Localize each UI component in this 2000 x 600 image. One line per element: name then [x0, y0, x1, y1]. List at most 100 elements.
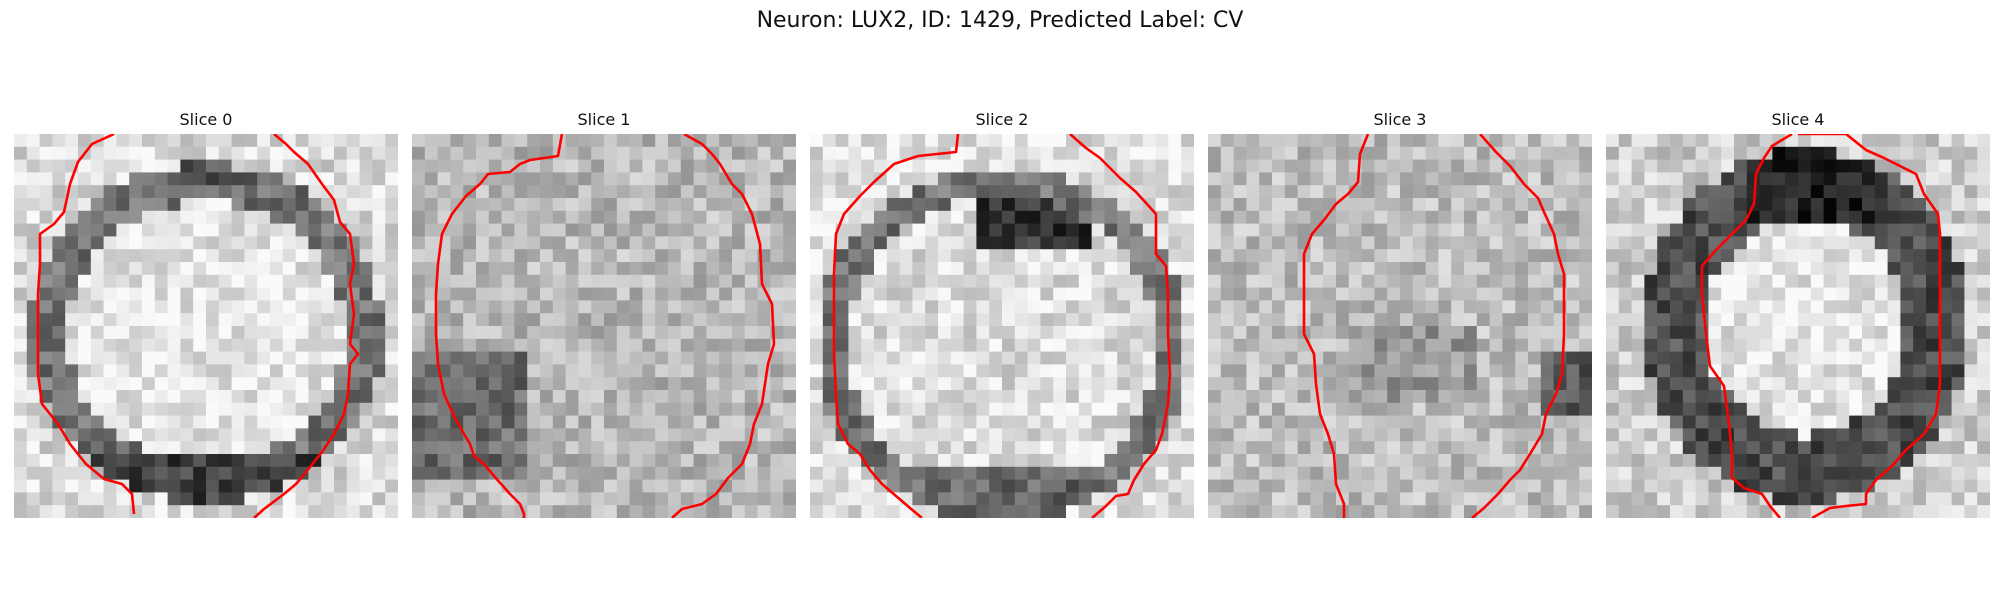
pixel	[1734, 402, 1748, 416]
pixel	[604, 287, 618, 301]
pixel	[1759, 454, 1773, 468]
pixel	[1233, 300, 1247, 314]
pixel	[680, 441, 694, 455]
pixel	[668, 492, 682, 506]
pixel	[346, 466, 360, 480]
pixel	[1682, 134, 1696, 148]
pixel	[129, 287, 143, 301]
pixel	[783, 441, 796, 455]
pixel	[1310, 300, 1324, 314]
pixel	[1476, 262, 1490, 276]
pixel	[1823, 326, 1837, 340]
pixel	[476, 364, 490, 378]
pixel	[1900, 287, 1914, 301]
pixel	[744, 377, 758, 391]
pixel	[1130, 172, 1144, 186]
pixel	[1464, 428, 1478, 442]
pixel	[1476, 351, 1490, 365]
pixel	[1323, 159, 1337, 173]
pixel	[1272, 390, 1286, 404]
pixel	[950, 364, 964, 378]
pixel	[14, 402, 28, 416]
pixel	[142, 377, 156, 391]
pixel	[770, 172, 784, 186]
pixel	[1900, 479, 1914, 493]
pixel	[1849, 492, 1863, 506]
pixel	[1887, 185, 1901, 199]
pixel	[424, 223, 438, 237]
pixel	[719, 146, 733, 160]
pixel	[1168, 415, 1182, 429]
pixel	[822, 441, 836, 455]
pixel	[1284, 313, 1298, 327]
pixel	[39, 198, 53, 212]
pixel	[848, 466, 862, 480]
pixel	[1348, 390, 1362, 404]
pixel	[1759, 198, 1773, 212]
pixel	[1721, 198, 1735, 212]
pixel	[1977, 313, 1990, 327]
pixel	[1874, 249, 1888, 263]
pixel	[1798, 428, 1812, 442]
pixel	[629, 185, 643, 199]
pixel	[14, 390, 28, 404]
pixel	[257, 505, 271, 518]
pixel	[308, 338, 322, 352]
pixel	[591, 287, 605, 301]
pixel	[1168, 210, 1182, 224]
pixel	[206, 390, 220, 404]
pixel	[642, 134, 656, 148]
pixel	[142, 300, 156, 314]
pixel	[90, 287, 104, 301]
pixel	[1579, 505, 1592, 518]
pixel	[1181, 428, 1194, 442]
pixel	[295, 210, 309, 224]
pixel	[14, 236, 28, 250]
pixel	[334, 313, 348, 327]
pixel	[1336, 338, 1350, 352]
pixel	[412, 134, 426, 148]
pixel	[1078, 364, 1092, 378]
pixel	[835, 479, 849, 493]
pixel	[1810, 338, 1824, 352]
pixel	[1374, 313, 1388, 327]
pixel	[680, 402, 694, 416]
pixel	[989, 390, 1003, 404]
pixel	[90, 172, 104, 186]
pixel	[1272, 415, 1286, 429]
pixel	[1078, 185, 1092, 199]
pixel	[295, 390, 309, 404]
pixel	[1130, 505, 1144, 518]
pixel	[1951, 159, 1965, 173]
pixel	[1759, 236, 1773, 250]
pixel	[1476, 236, 1490, 250]
pixel	[1374, 338, 1388, 352]
pixel	[861, 441, 875, 455]
pixel	[757, 313, 771, 327]
pixel	[90, 146, 104, 160]
pixel	[783, 492, 796, 506]
pixel	[1515, 338, 1529, 352]
pixel	[1348, 313, 1362, 327]
pixel	[1425, 479, 1439, 493]
pixel	[1926, 236, 1940, 250]
pixel	[1887, 146, 1901, 160]
pixel	[1682, 479, 1696, 493]
pixel	[1104, 441, 1118, 455]
pixel	[52, 198, 66, 212]
pixel	[282, 313, 296, 327]
pixel	[1938, 441, 1952, 455]
pixel	[1964, 505, 1978, 518]
pixel	[1284, 390, 1298, 404]
pixel	[1670, 223, 1684, 237]
pixel	[540, 262, 554, 276]
pixel	[744, 274, 758, 288]
pixel	[1040, 198, 1054, 212]
pixel	[514, 210, 528, 224]
pixel	[1900, 390, 1914, 404]
pixel	[359, 146, 373, 160]
pixel	[244, 441, 258, 455]
pixel	[732, 300, 746, 314]
pixel	[1168, 262, 1182, 276]
pixel	[1708, 159, 1722, 173]
